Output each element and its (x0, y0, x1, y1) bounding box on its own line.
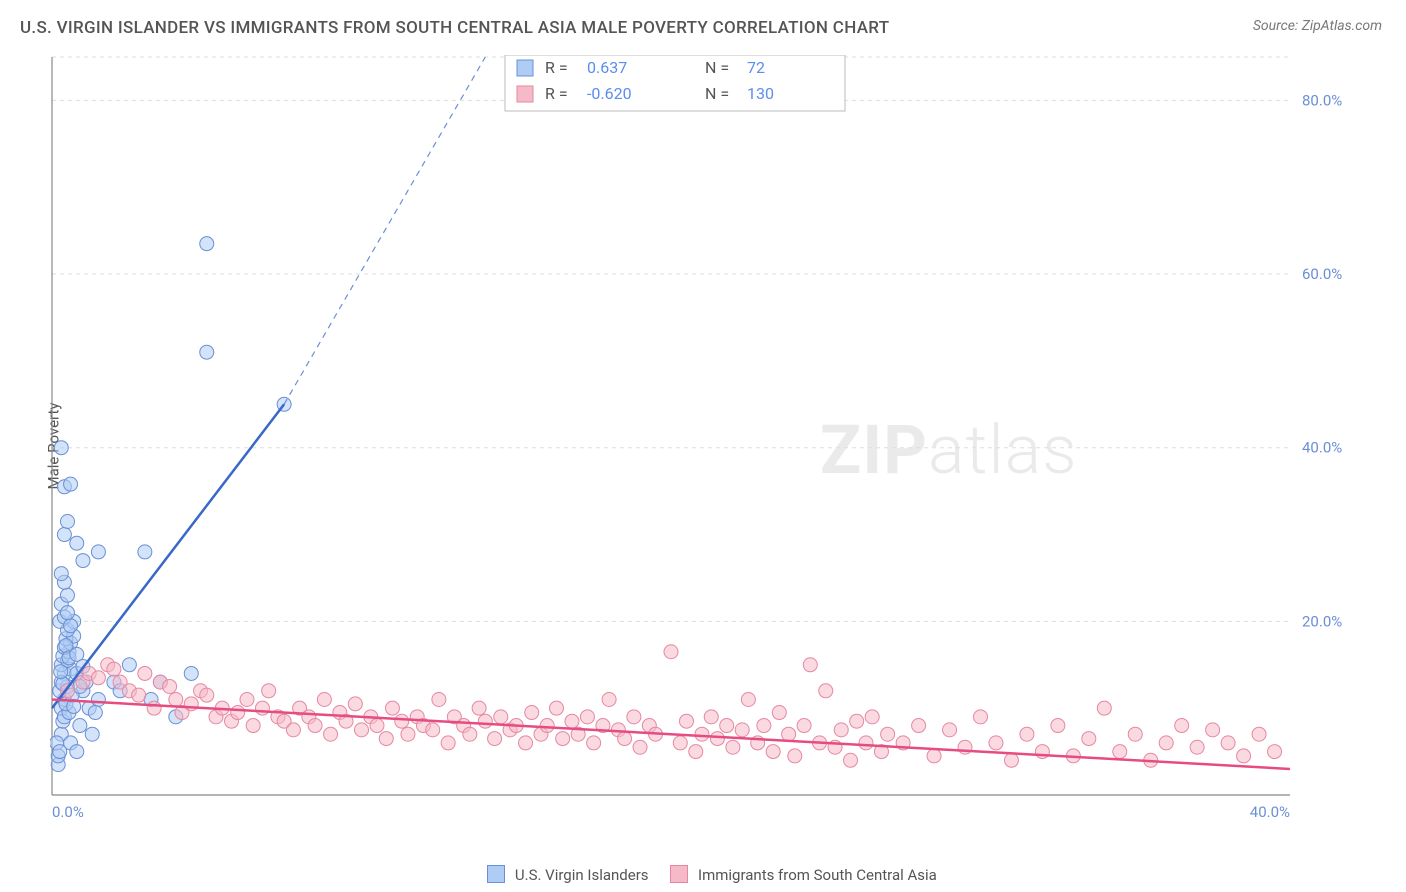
svg-text:40.0%: 40.0% (1302, 439, 1342, 457)
svg-text:-0.620: -0.620 (587, 84, 632, 103)
legend-swatch-1 (670, 865, 688, 883)
scatter-plot: 20.0% 40.0% 60.0% 80.0% 0.0% 40.0% R = 0.637 N =… (50, 55, 1350, 825)
svg-text:20.0%: 20.0% (1302, 612, 1342, 630)
svg-text:60.0%: 60.0% (1302, 265, 1342, 283)
svg-text:N =: N = (705, 58, 729, 77)
svg-text:0.637: 0.637 (587, 58, 627, 77)
source-label: Source: ZipAtlas.com (1253, 18, 1382, 34)
svg-text:0.0%: 0.0% (52, 803, 84, 821)
svg-text:40.0%: 40.0% (1250, 803, 1290, 821)
svg-text:R =: R = (545, 58, 568, 77)
svg-text:72: 72 (747, 58, 765, 77)
svg-text:80.0%: 80.0% (1302, 91, 1342, 109)
legend-bottom: U.S. Virgin Islanders Immigrants from So… (0, 865, 1406, 884)
legend-label-1: Immigrants from South Central Asia (698, 866, 937, 884)
chart-container: U.S. VIRGIN ISLANDER VS IMMIGRANTS FROM … (0, 0, 1406, 892)
chart-title: U.S. VIRGIN ISLANDER VS IMMIGRANTS FROM … (20, 18, 889, 38)
svg-text:N =: N = (705, 84, 729, 103)
legend-label-0: U.S. Virgin Islanders (515, 866, 649, 884)
svg-text:R =: R = (545, 84, 568, 103)
svg-text:130: 130 (747, 84, 774, 103)
legend-swatch-0 (487, 865, 505, 883)
